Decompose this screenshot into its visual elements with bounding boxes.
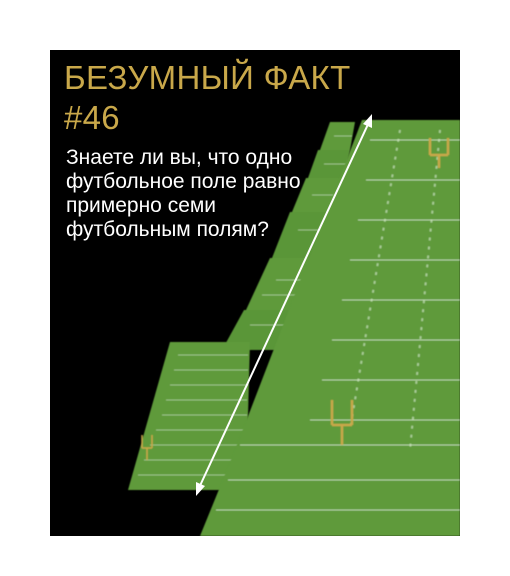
title-line-1: БЕЗУМНЫЙ ФАКТ (64, 59, 351, 96)
fact-text: Знаете ли вы, что одно футбольное поле р… (66, 146, 316, 242)
small-field-7 (128, 342, 250, 490)
page-title: БЕЗУМНЫЙ ФАКТ #46 (64, 58, 444, 138)
large-field (200, 120, 460, 536)
double-arrow (196, 114, 372, 496)
fact-line-2: футбольное поле равно (66, 170, 301, 193)
football-fields-illustration (128, 114, 460, 536)
fact-line-3: примерно семи (66, 194, 217, 217)
fact-line-1: Знаете ли вы, что одно (66, 146, 293, 169)
meme-card: БЕЗУМНЫЙ ФАКТ #46 Знаете ли вы, что одно… (50, 50, 460, 536)
title-line-2: #46 (64, 99, 120, 136)
fact-line-4: футбольным полям? (66, 218, 269, 241)
